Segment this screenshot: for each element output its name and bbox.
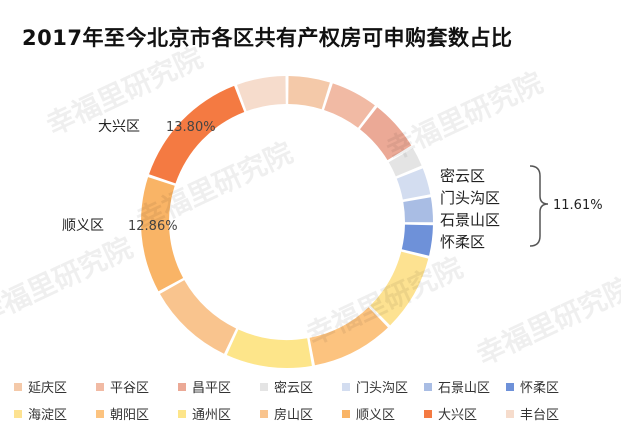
legend: 延庆区 平谷区 昌平区 密云区 门头沟区 石景山区 怀柔区海淀区 朝阳区 通州区 房山区 顺义区 大兴… [14,377,614,423]
legend-swatch [424,409,432,418]
legend-item: 房山区 [260,404,342,423]
slice-密云区 [388,148,422,177]
slice-顺义区 [141,177,184,292]
legend-swatch [178,382,186,391]
legend-item: 昌平区 [178,377,260,396]
legend-swatch [260,382,268,391]
slice-海淀区 [370,251,429,326]
legend-item: 朝阳区 [96,404,178,423]
legend-swatch [178,409,186,418]
slice-丰台区 [236,76,286,112]
legend-label: 通州区 [192,408,232,423]
legend-label: 石景山区 [438,381,491,396]
legend-item: 门头沟区 [342,377,424,396]
legend-swatch [260,409,268,418]
callout-value-shunyi: 12.86% [128,219,178,234]
legend-item: 密云区 [260,377,342,396]
legend-swatch [342,409,350,418]
legend-swatch [14,382,22,391]
slice-大兴区 [149,85,245,184]
callout-value-daxing: 13.80% [166,120,216,135]
legend-item: 通州区 [178,404,260,423]
callout-label-daxing: 大兴区 [98,119,140,135]
chart-title: 2017年至今北京市各区共有产权房可申购套数占比 [22,26,513,50]
slice-门头沟区 [396,168,431,200]
slice-通州区 [226,329,312,368]
legend-label: 房山区 [274,408,314,423]
donut-slices [141,76,433,368]
slice-怀柔区 [401,224,433,256]
legend-swatch [96,409,104,418]
donut-chart: 大兴区 13.80% 顺义区 12.86% 密云区 门头沟区 石景山区 怀柔区 … [62,76,603,368]
legend-label: 怀柔区 [520,381,560,396]
legend-item: 怀柔区 [506,377,588,396]
slice-房山区 [159,280,237,354]
group-item-huairou: 怀柔区 [440,233,485,251]
legend-label: 大兴区 [438,408,478,423]
callout-label-shunyi: 顺义区 [62,218,104,234]
callouts: 大兴区 13.80% 顺义区 12.86% [62,119,216,234]
slice-平谷区 [324,83,375,128]
legend-item: 丰台区 [506,404,588,423]
legend-item: 平谷区 [96,377,178,396]
legend-swatch [96,382,104,391]
group-brace [529,165,549,247]
legend-swatch [506,409,514,418]
slice-朝阳区 [309,307,388,366]
legend-item: 大兴区 [424,404,506,423]
legend-label: 平谷区 [110,381,150,396]
slice-昌平区 [359,107,412,161]
legend-label: 朝阳区 [110,408,150,423]
legend-swatch [424,382,432,391]
slice-延庆区 [288,76,330,110]
legend-item: 海淀区 [14,404,96,423]
group-item-miyun: 密云区 [440,167,485,185]
legend-label: 密云区 [274,381,314,396]
legend-label: 昌平区 [192,381,232,396]
legend-item: 延庆区 [14,377,96,396]
legend-swatch [14,409,22,418]
group-item-shijingshan: 石景山区 [440,211,500,229]
legend-item: 顺义区 [342,404,424,423]
legend-label: 门头沟区 [356,381,409,396]
legend-label: 顺义区 [356,408,396,423]
group-value: 11.61% [553,198,603,213]
slice-石景山区 [403,197,433,223]
legend-label: 丰台区 [520,408,560,423]
legend-label: 延庆区 [28,381,68,396]
legend-item: 石景山区 [424,377,506,396]
legend-label: 海淀区 [28,408,68,423]
legend-swatch [506,382,514,391]
group-item-mentougou: 门头沟区 [440,189,500,207]
group-callout: 密云区 门头沟区 石景山区 怀柔区 11.61% [440,165,603,251]
legend-swatch [342,382,350,391]
